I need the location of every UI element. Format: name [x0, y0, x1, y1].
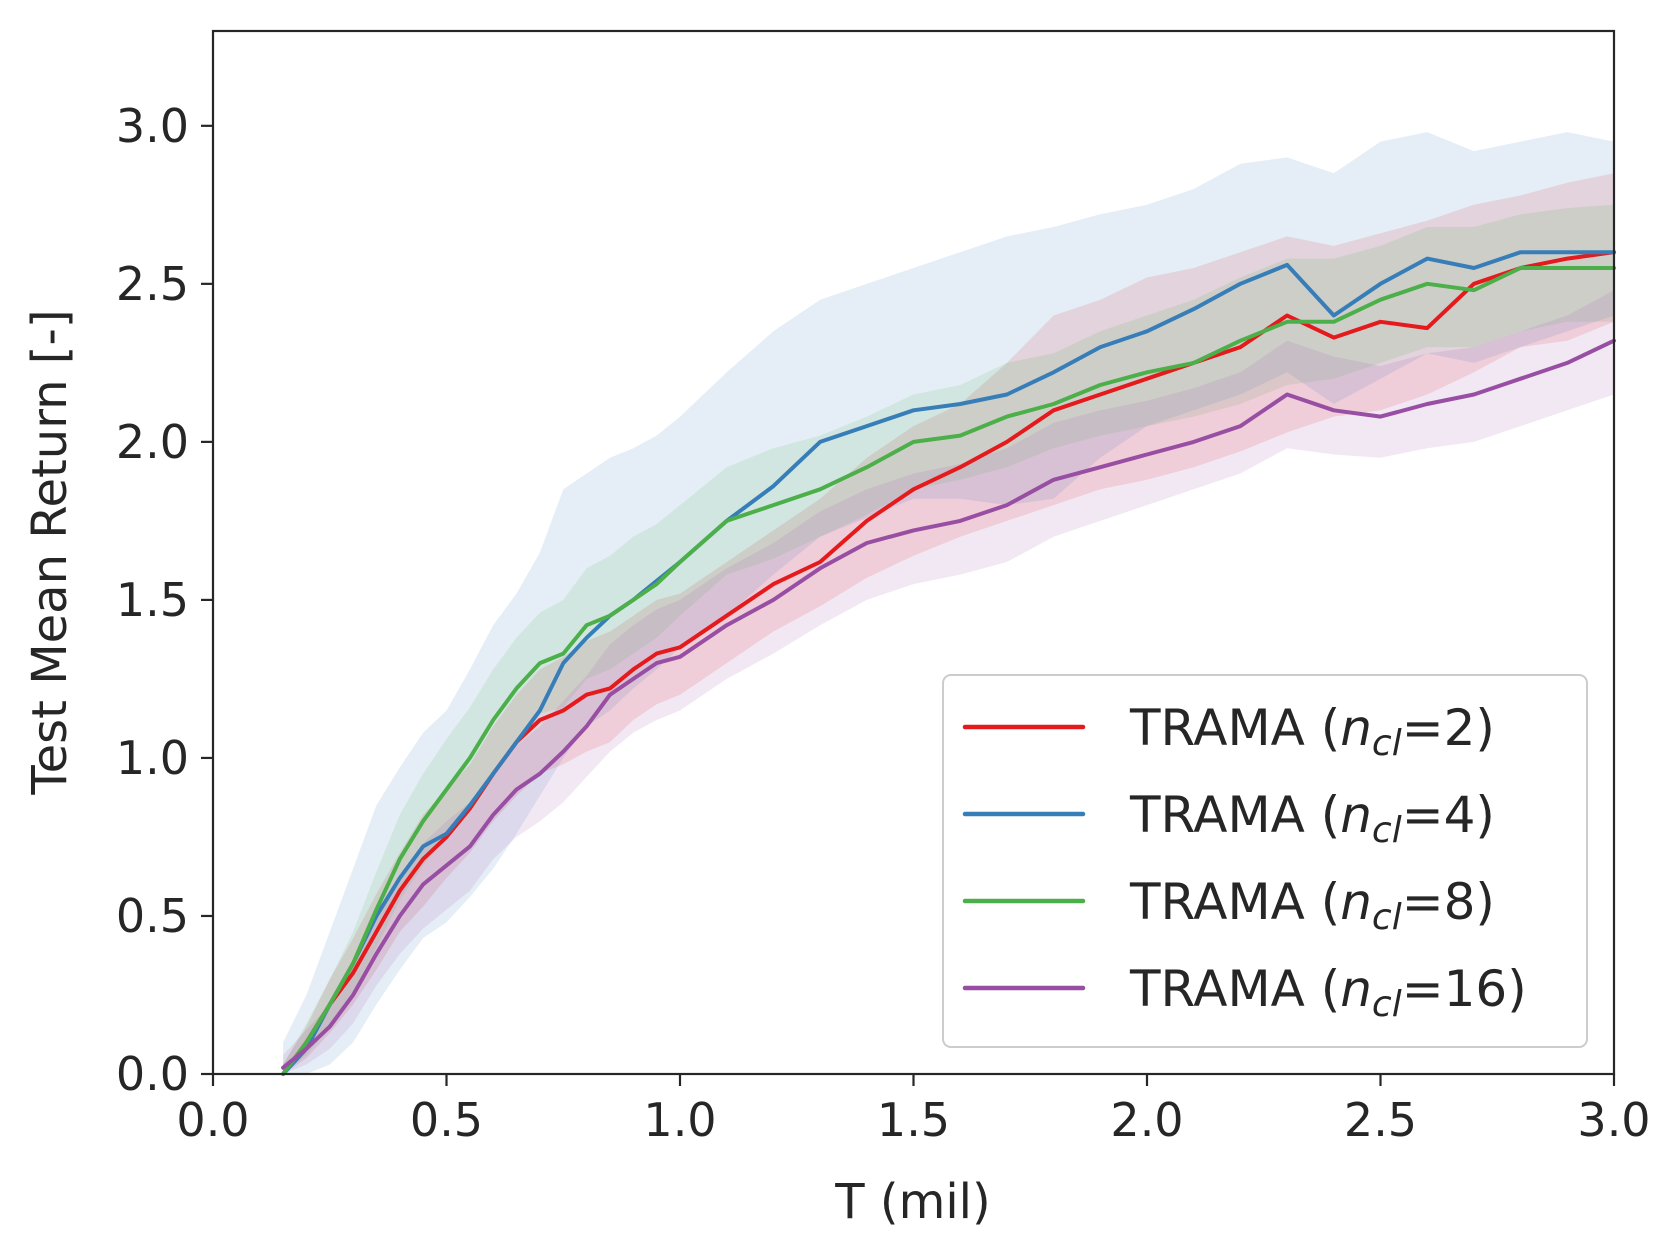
legend-label-1: TRAMA (ncl=2)	[1129, 699, 1495, 764]
band-series-2	[283, 132, 1615, 1075]
band-series-4	[283, 290, 1615, 1074]
x-axis-label: T (mil)	[834, 1174, 990, 1230]
x-tick-label-4: 2.0	[1110, 1093, 1183, 1147]
line-series-4	[281, 338, 1616, 1070]
x-tick-label-6: 3.0	[1577, 1093, 1650, 1147]
y-tick-label-5: 2.5	[116, 257, 189, 311]
x-axis-ticks: 0.0 0.5 1.0 1.5 2.0 2.5 3.0	[176, 1074, 1651, 1147]
legend-label-3: TRAMA (ncl=8)	[1129, 873, 1495, 938]
x-tick-label-1: 0.5	[410, 1093, 483, 1147]
x-tick-label-5: 2.5	[1344, 1093, 1417, 1147]
legend: TRAMA (ncl=2) TRAMA (ncl=4) TRAMA (ncl=8) T…	[942, 674, 1588, 1048]
legend-box	[942, 674, 1588, 1048]
y-tick-label-0: 0.0	[116, 1047, 189, 1101]
y-tick-label-1: 0.5	[116, 889, 189, 943]
legend-label-2: TRAMA (ncl=4)	[1129, 786, 1495, 851]
x-tick-label-2: 1.0	[643, 1093, 716, 1147]
line-series-3	[281, 266, 1616, 1076]
y-tick-label-3: 1.5	[116, 573, 189, 627]
legend-label-4: TRAMA (ncl=16)	[1129, 960, 1527, 1025]
y-tick-label-2: 1.0	[116, 731, 189, 785]
line-series-2	[281, 250, 1616, 1076]
y-tick-label-4: 2.0	[116, 415, 189, 469]
y-axis-ticks: 0.0 0.5 1.0 1.5 2.0 2.5 3.0	[116, 99, 213, 1101]
band-series-3	[283, 204, 1615, 1075]
x-tick-label-0: 0.0	[176, 1093, 249, 1147]
line-series-1	[281, 250, 1616, 1076]
series-lines	[281, 250, 1616, 1076]
x-tick-label-3: 1.5	[877, 1093, 950, 1147]
y-axis-label: Test Mean Return [-]	[22, 309, 78, 795]
y-tick-label-6: 3.0	[116, 99, 189, 153]
